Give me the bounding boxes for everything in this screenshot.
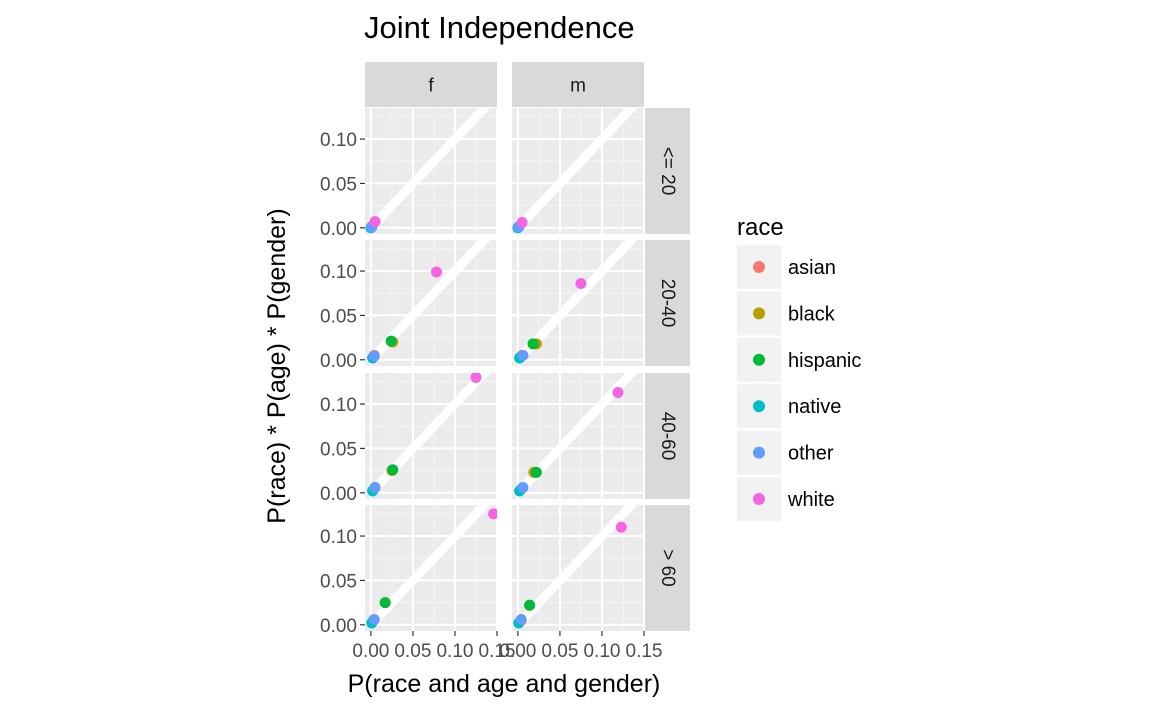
x-tick-label: 0.05 — [541, 641, 578, 662]
x-tick-label: 0.10 — [436, 641, 473, 662]
reference-line — [367, 108, 491, 231]
y-tick-label: 0.10 — [320, 262, 357, 283]
panel-f-2 — [365, 373, 497, 499]
point-white — [369, 216, 381, 228]
panel-m-2 — [512, 373, 644, 499]
point-other — [517, 349, 529, 361]
y-tick-label: 0.00 — [320, 219, 357, 240]
strip-col-label: f — [428, 76, 434, 97]
y-tick-label: 0.05 — [320, 571, 357, 592]
point-white — [470, 373, 482, 383]
strip-col-label: m — [570, 76, 586, 97]
strip-row-label: 40-60 — [657, 412, 678, 461]
point-other — [517, 481, 529, 493]
legend-title: race — [737, 214, 784, 241]
legend-label-white: white — [787, 489, 835, 511]
reference-line — [367, 505, 491, 628]
chart-title: Joint Independence — [364, 10, 635, 45]
legend-label-other: other — [788, 443, 834, 465]
point-other — [369, 481, 381, 493]
panel-f-3 — [365, 505, 497, 631]
point-other — [515, 613, 527, 625]
legend-swatch-native — [753, 400, 765, 413]
panel-m-3 — [512, 505, 644, 631]
x-tick-label: 0.05 — [394, 641, 431, 662]
point-white — [615, 521, 627, 533]
point-white — [430, 266, 442, 278]
y-tick-label: 0.00 — [320, 484, 357, 505]
strip-col-1 — [512, 62, 644, 107]
legend-swatch-other — [753, 446, 765, 459]
strip-row-label: > 60 — [657, 549, 678, 587]
panel-f-0 — [365, 108, 497, 234]
legend-swatch-hispanic — [753, 353, 765, 366]
strip-row-label: <= 20 — [657, 147, 678, 196]
x-tick-label: 0.15 — [479, 641, 516, 662]
legend-swatch-white — [753, 493, 765, 505]
legend-swatch-black — [753, 307, 765, 320]
y-axis-title: P(race) * P(age) * P(gender) — [263, 208, 291, 523]
point-white — [488, 508, 497, 520]
point-hispanic — [385, 335, 397, 347]
point-other — [368, 613, 380, 625]
y-tick-label: 0.05 — [320, 174, 357, 195]
legend-swatch-asian — [753, 261, 765, 273]
x-tick-label: 0.00 — [499, 641, 536, 662]
point-hispanic — [530, 466, 542, 478]
y-tick-label: 0.00 — [320, 351, 357, 372]
point-white — [575, 277, 587, 289]
panel-m-1 — [512, 240, 644, 366]
reference-line — [514, 240, 638, 363]
facet-strips: f m <= 20 20-40 40-60 > 60 — [365, 62, 690, 631]
point-hispanic — [527, 338, 539, 350]
legend-label-black: black — [788, 303, 836, 325]
panel-m-0 — [512, 108, 644, 234]
reference-line — [514, 108, 638, 231]
legend-label-hispanic: hispanic — [788, 350, 861, 372]
y-tick-label: 0.10 — [320, 130, 357, 151]
reference-line — [367, 373, 491, 496]
reference-line — [514, 373, 638, 496]
legend-label-asian: asian — [788, 257, 836, 279]
point-hispanic — [387, 464, 399, 476]
point-hispanic — [379, 597, 391, 609]
strip-row-0 — [645, 108, 690, 234]
y-tick-label: 0.00 — [320, 616, 357, 637]
facet-panels — [365, 108, 644, 631]
strip-row-label: 20-40 — [657, 279, 678, 328]
strip-row-3 — [645, 505, 690, 631]
axes: 0.000.050.100.000.050.100.000.050.100.00… — [320, 130, 662, 662]
y-tick-label: 0.05 — [320, 439, 357, 460]
legend: race asian black hispanic native other white — [737, 214, 861, 521]
x-axis-title: P(race and age and gender) — [348, 670, 661, 698]
y-tick-label: 0.10 — [320, 527, 357, 548]
y-tick-label: 0.10 — [320, 395, 357, 416]
panel-f-1 — [365, 240, 497, 366]
x-tick-label: 0.00 — [352, 641, 389, 662]
strip-col-0 — [365, 62, 497, 107]
y-tick-label: 0.05 — [320, 306, 357, 327]
strip-row-2 — [645, 373, 690, 499]
point-hispanic — [524, 599, 536, 611]
reference-line — [367, 240, 491, 363]
point-white — [516, 216, 528, 228]
x-tick-label: 0.10 — [583, 641, 620, 662]
reference-line — [514, 505, 638, 628]
point-white — [612, 387, 624, 399]
legend-label-native: native — [788, 396, 841, 418]
point-other — [368, 350, 380, 362]
x-tick-label: 0.15 — [626, 641, 663, 662]
strip-row-1 — [645, 240, 690, 366]
